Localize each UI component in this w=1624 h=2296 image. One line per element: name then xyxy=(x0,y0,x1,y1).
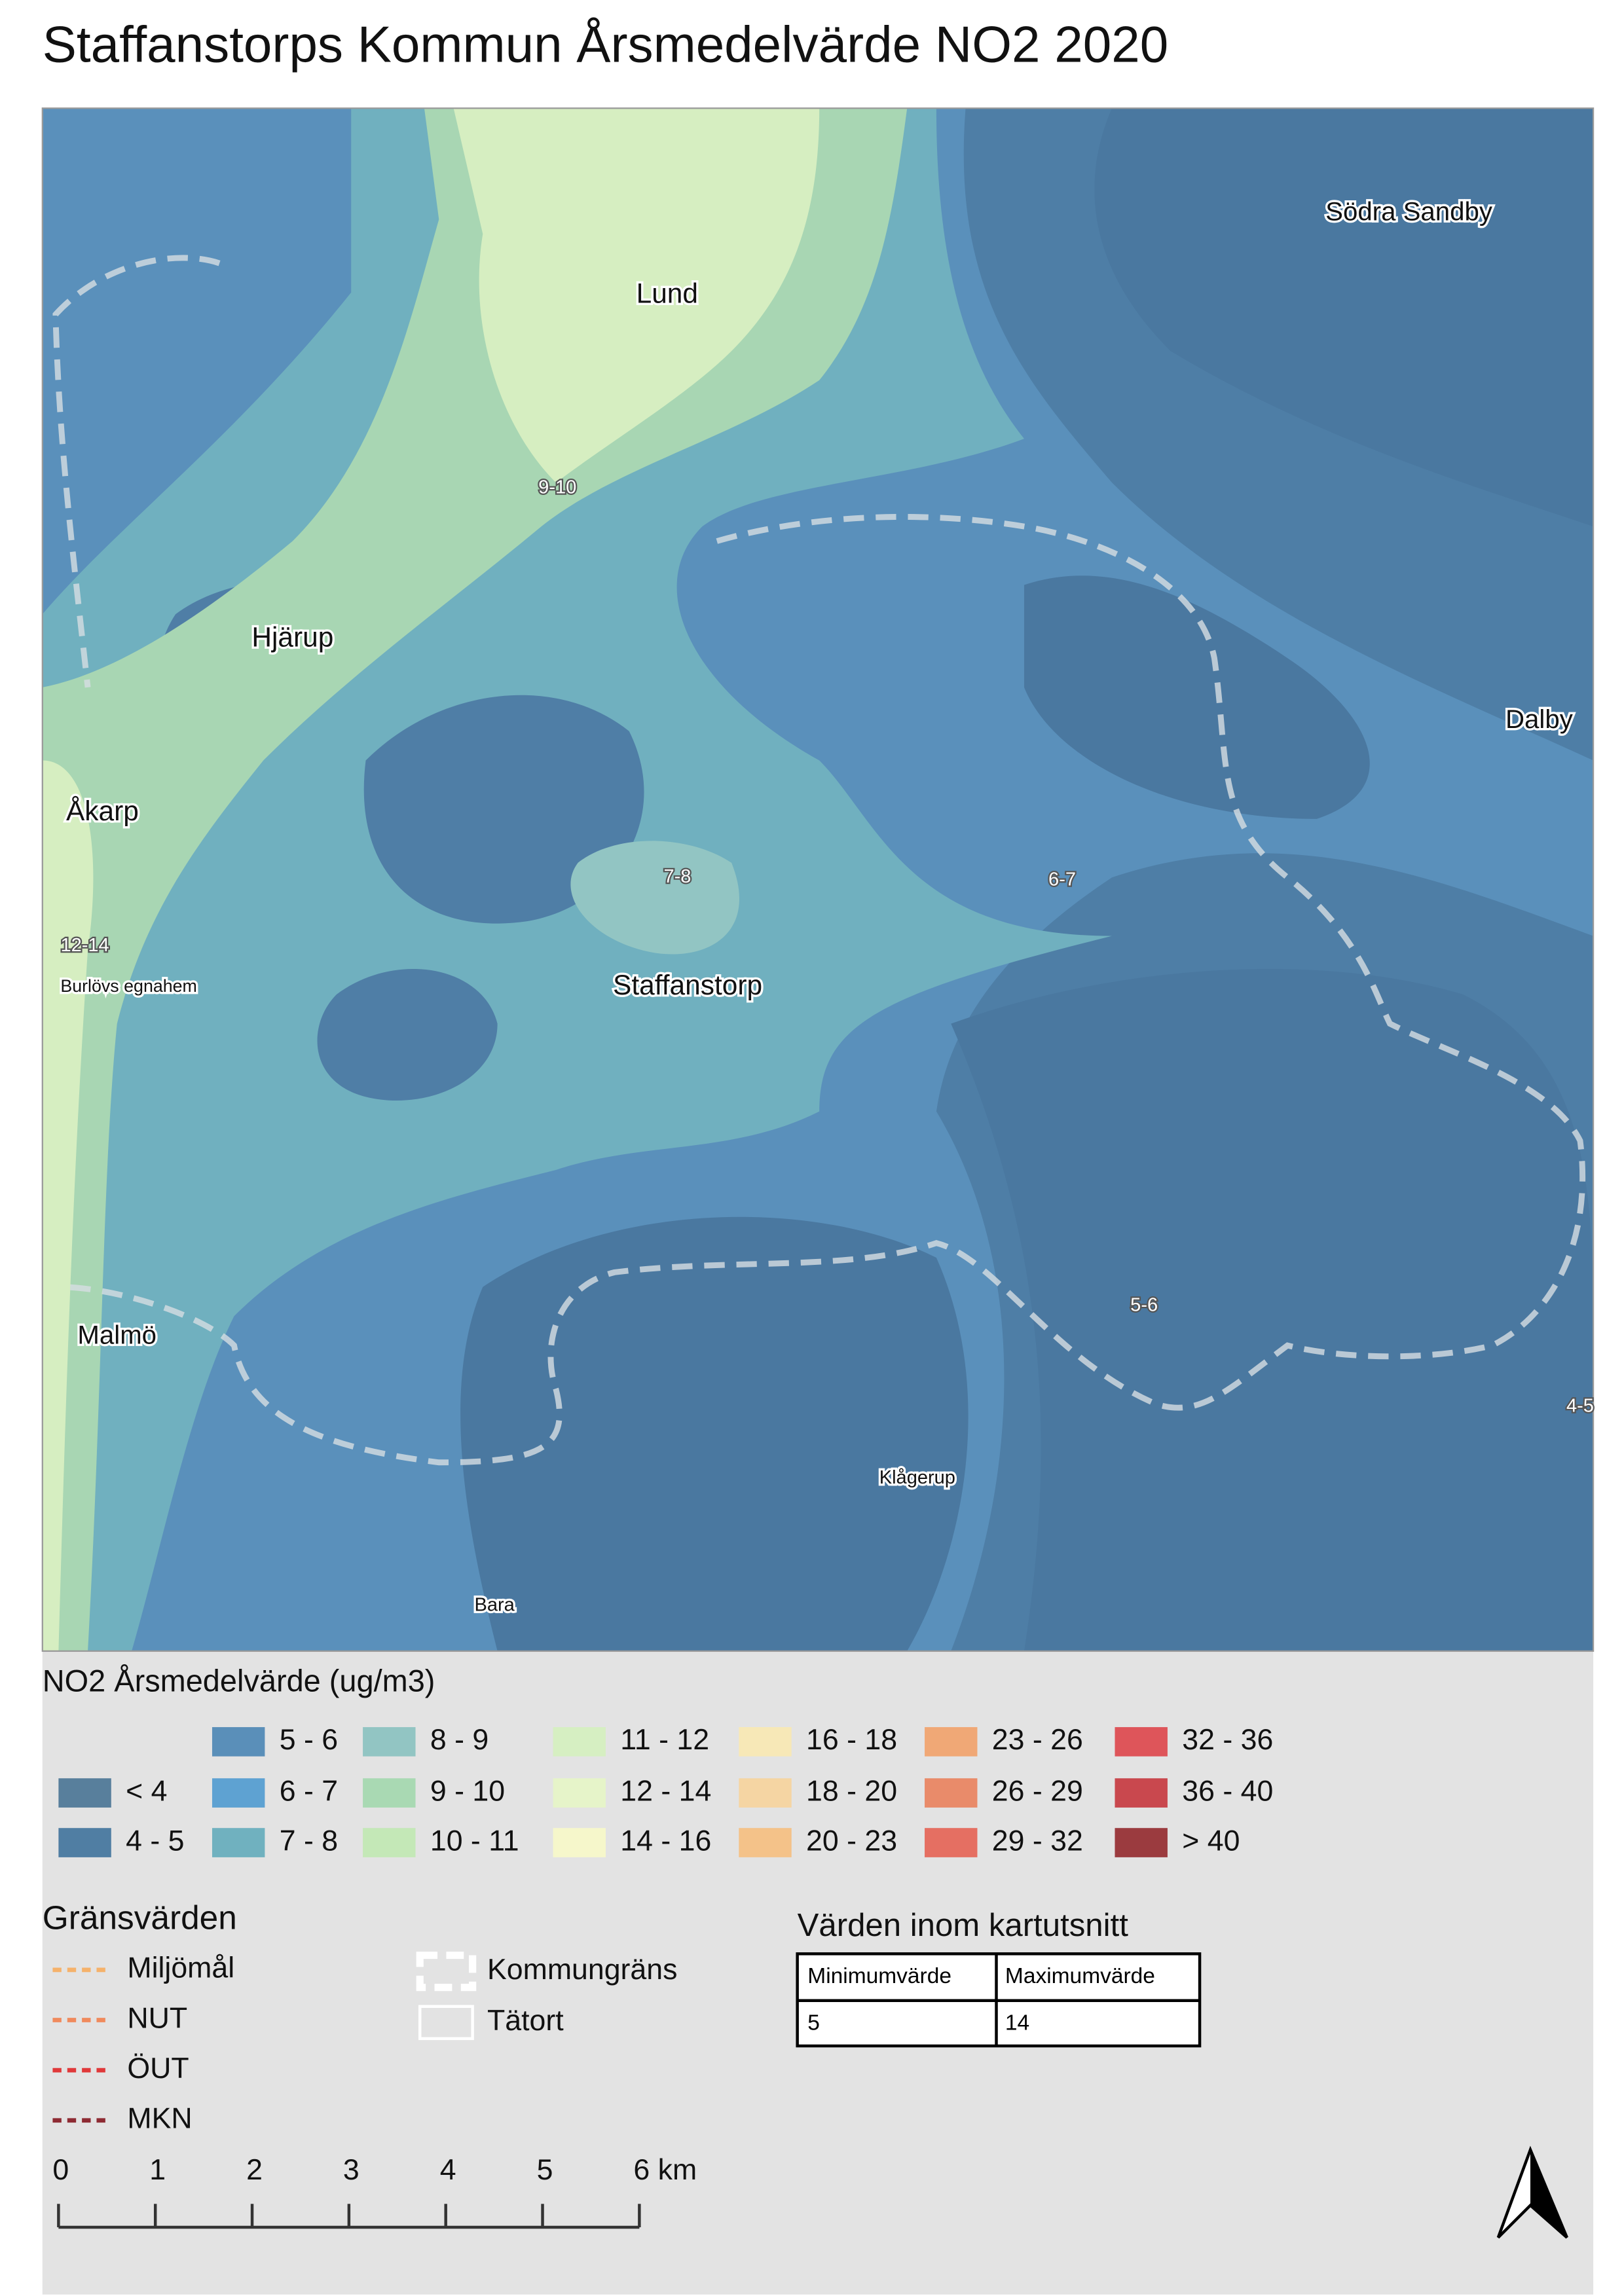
municipal-border xyxy=(52,255,1585,1466)
contour-label: 5-6 xyxy=(1130,1294,1158,1315)
zone-8-9 xyxy=(570,841,740,955)
map xyxy=(42,108,1594,1651)
boundary-swatch xyxy=(416,1951,477,1992)
legend-label: 7 - 8 xyxy=(280,1825,338,1857)
legend-label: 29 - 32 xyxy=(992,1825,1083,1857)
map-frame xyxy=(41,107,1595,1652)
legend-label: 12 - 14 xyxy=(620,1775,711,1807)
legend-swatch xyxy=(212,1778,265,1808)
table-title: Värden inom kartutsnitt xyxy=(798,1908,1129,1943)
legend-swatch xyxy=(363,1778,416,1808)
legend-label: 6 - 7 xyxy=(280,1775,338,1807)
legend-label: 16 - 18 xyxy=(806,1724,897,1756)
limit-label: Miljömål xyxy=(127,1952,234,1984)
legend-title: NO2 Årsmedelvärde (ug/m3) xyxy=(43,1664,435,1698)
place-label: Hjärup xyxy=(251,621,333,652)
legend-swatch xyxy=(212,1727,265,1757)
zone-9-10 xyxy=(42,108,908,1651)
legend-swatch xyxy=(58,1778,111,1808)
legend-swatch xyxy=(925,1828,978,1857)
limits-title: Gränsvärden xyxy=(43,1899,237,1937)
boundary-label: Kommungräns xyxy=(487,1954,677,1986)
north-arrow-half xyxy=(1530,2149,1567,2238)
place-label: Burlövs egnahem xyxy=(60,976,197,996)
title: Staffanstorps Kommun Årsmedelvärde NO2 2… xyxy=(43,15,1168,73)
legend-label: < 4 xyxy=(126,1775,167,1807)
scale-label: 0 xyxy=(52,2154,69,2186)
place-label: Staffanstorp xyxy=(613,970,762,1000)
legend-label: 8 - 9 xyxy=(430,1724,489,1756)
legend-label: 9 - 10 xyxy=(430,1775,505,1807)
legend-label: 32 - 36 xyxy=(1182,1724,1273,1756)
place-label: Klågerup xyxy=(879,1467,955,1488)
legend-label: 4 - 5 xyxy=(126,1825,184,1857)
legend-swatch xyxy=(739,1727,792,1757)
place-label: Lund xyxy=(637,278,698,308)
scale-label: 1 xyxy=(149,2154,166,2186)
legend-swatch xyxy=(553,1828,606,1857)
scale-label: 4 xyxy=(440,2154,456,2186)
legend-swatch xyxy=(58,1828,111,1857)
scale-label: 3 xyxy=(343,2154,360,2186)
legend-swatch xyxy=(1115,1778,1168,1808)
table-header: Maximumvärde xyxy=(1005,1964,1155,1988)
table-header: Minimumvärde xyxy=(807,1964,951,1988)
contour-label: 12-14 xyxy=(60,935,109,956)
place-label: Dalby xyxy=(1505,704,1574,734)
legend-swatch xyxy=(925,1778,978,1808)
legend-swatch xyxy=(553,1727,606,1757)
boundary-swatch xyxy=(418,2005,474,2041)
legend-label: 5 - 6 xyxy=(280,1724,338,1756)
table-cell: 5 xyxy=(807,2011,820,2035)
legend-label: 23 - 26 xyxy=(992,1724,1083,1756)
legend-label: 26 - 29 xyxy=(992,1775,1083,1807)
scale-label: 2 xyxy=(246,2154,263,2186)
place-label: Malmö xyxy=(77,1320,157,1349)
contour-label: 7-8 xyxy=(663,866,691,887)
legend-label: 36 - 40 xyxy=(1182,1775,1273,1807)
legend-label: 18 - 20 xyxy=(806,1775,897,1807)
legend-swatch xyxy=(739,1828,792,1857)
legend-label: 11 - 12 xyxy=(620,1724,709,1756)
legend-swatch xyxy=(925,1727,978,1757)
place-label: Södra Sandby xyxy=(1325,197,1493,227)
legend-label: 10 - 11 xyxy=(430,1825,519,1857)
contour-label: 4-5 xyxy=(1566,1396,1594,1417)
legend-swatch xyxy=(739,1778,792,1808)
legend-label: 20 - 23 xyxy=(806,1825,897,1857)
legend-label: 14 - 16 xyxy=(620,1825,711,1857)
contour-label: 6-7 xyxy=(1048,869,1076,890)
legend-swatch xyxy=(1115,1727,1168,1757)
legend-swatch xyxy=(553,1778,606,1808)
legend-swatch xyxy=(363,1828,416,1857)
boundary-label: Tätort xyxy=(487,2005,564,2037)
limit-label: NUT xyxy=(127,2002,187,2034)
place-label: Bara xyxy=(475,1594,515,1615)
legend-swatch xyxy=(363,1727,416,1757)
legend-swatch xyxy=(1115,1828,1168,1857)
limit-label: ÖUT xyxy=(127,2052,189,2085)
scale-label: 5 xyxy=(537,2154,553,2186)
scale-label: 6 km xyxy=(633,2154,697,2186)
contour-label: 9-10 xyxy=(538,477,576,498)
legend-swatch xyxy=(212,1828,265,1857)
legend-label: > 40 xyxy=(1182,1825,1240,1857)
table-cell: 14 xyxy=(1005,2011,1029,2035)
limit-label: MKN xyxy=(127,2103,192,2135)
place-label: Åkarp xyxy=(66,795,139,826)
zone-11-12 xyxy=(42,108,820,1651)
